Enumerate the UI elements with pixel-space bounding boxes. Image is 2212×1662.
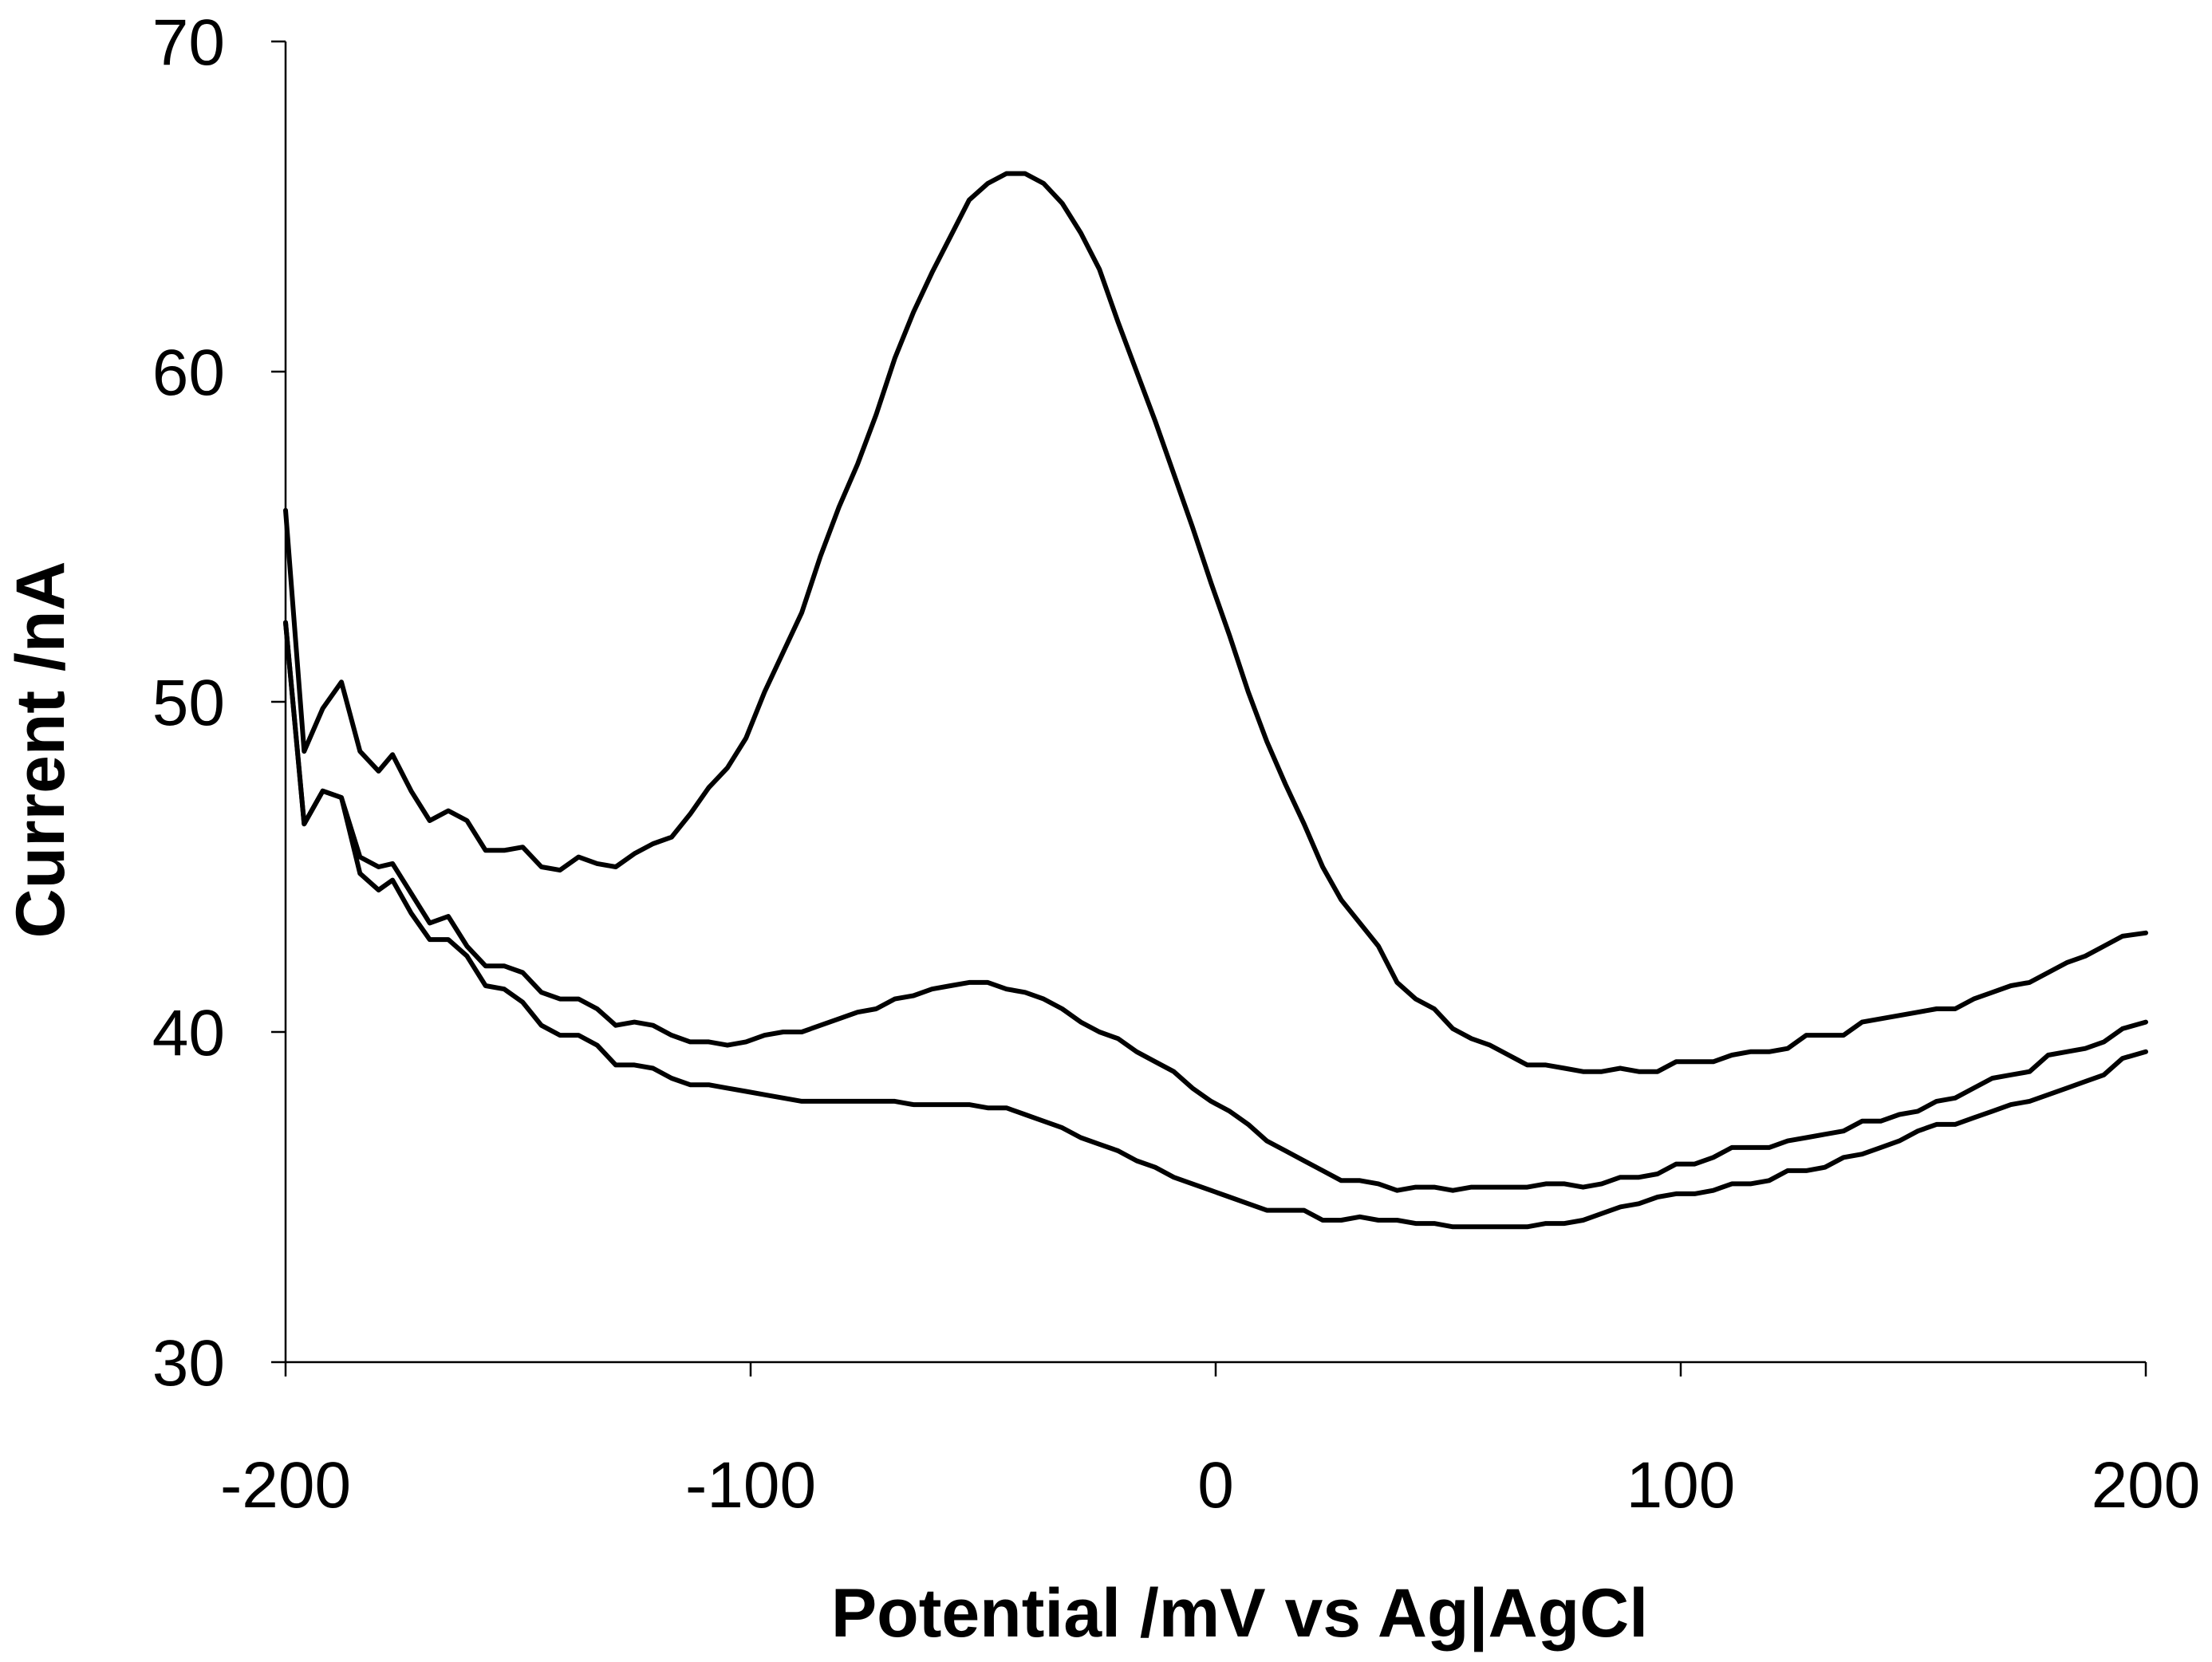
series-line-curve-baseline bbox=[283, 620, 2148, 1230]
y-tick-label: 70 bbox=[152, 6, 225, 79]
series-group bbox=[283, 171, 2148, 1230]
series-line-curve-peak-low bbox=[283, 620, 2148, 1193]
x-tick-label: 0 bbox=[1197, 1449, 1234, 1522]
x-ticks: -200 -100 0 100 200 bbox=[220, 1362, 2200, 1522]
x-tick-label: 100 bbox=[1626, 1449, 1736, 1522]
y-tick-label: 40 bbox=[152, 997, 225, 1069]
axes bbox=[284, 41, 2146, 1364]
y-tick-label: 60 bbox=[152, 337, 225, 409]
x-tick-label: 200 bbox=[2092, 1449, 2201, 1522]
x-tick-label: -200 bbox=[220, 1449, 351, 1522]
y-tick-label: 30 bbox=[152, 1327, 225, 1400]
series-line-curve-peak-high bbox=[283, 171, 2148, 1074]
x-tick-label: -100 bbox=[685, 1449, 816, 1522]
x-axis-title: Potential /mV vs Ag|AgCl bbox=[831, 1575, 1648, 1652]
y-ticks: 30 40 50 60 70 bbox=[152, 6, 286, 1400]
y-axis-title: Current /nA bbox=[2, 561, 79, 939]
y-tick-label: 50 bbox=[152, 667, 225, 739]
